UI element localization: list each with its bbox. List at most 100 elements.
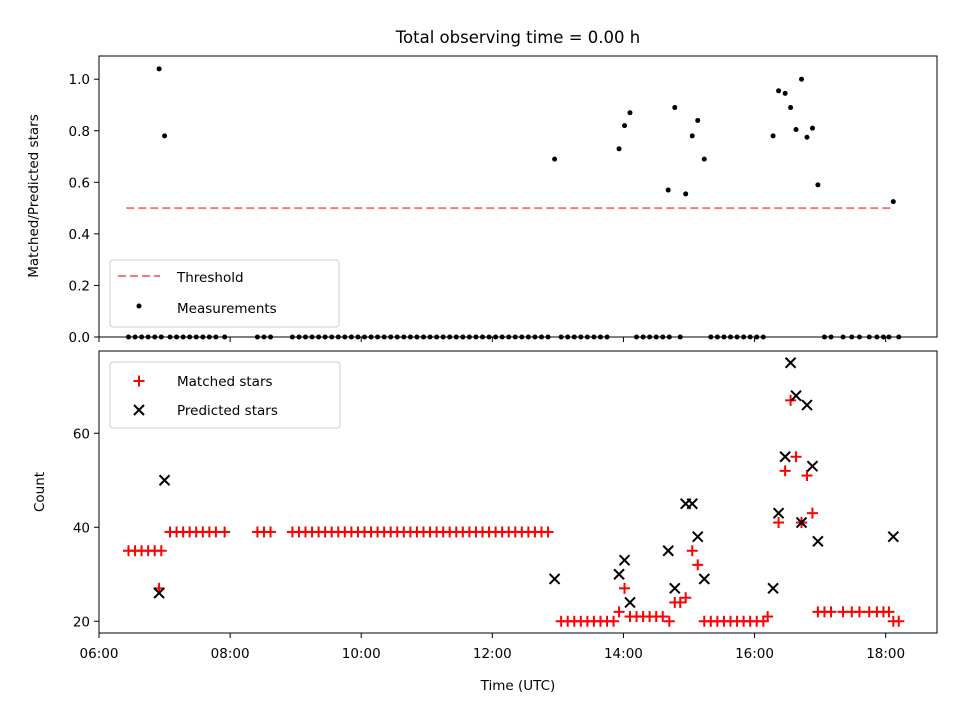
measurement-point (525, 334, 531, 340)
measurement-point (434, 334, 440, 340)
measurement-point (355, 334, 361, 340)
top-legend: Threshold Measurements (109, 259, 340, 328)
measurement-point (799, 76, 805, 82)
measurement-point (584, 334, 590, 340)
x-tick-label: 08:00 (211, 646, 250, 662)
predicted-star-point (692, 530, 704, 543)
bottom-legend: Matched stars Predicted stars (109, 361, 341, 429)
measurement-point (125, 334, 131, 340)
measurement-point (316, 334, 322, 340)
measurement-point (512, 334, 518, 340)
measurement-point (734, 334, 740, 340)
measurement-point (174, 334, 180, 340)
matched-star-point (619, 582, 631, 594)
matched-star-point (883, 606, 895, 618)
measurement-point (672, 105, 678, 111)
measurement-points (125, 66, 902, 340)
measurement-point (591, 334, 597, 340)
measurement-point (747, 334, 753, 340)
x-tick-label: 16:00 (735, 646, 774, 662)
measurement-point (466, 334, 472, 340)
predicted-star-point (801, 399, 813, 411)
measurement-point (453, 334, 459, 340)
measurement-point (604, 334, 610, 340)
matched-star-point (790, 451, 802, 463)
x-tick-label: 14:00 (604, 646, 643, 662)
bottom-y-ticks: 20 40 60 (73, 426, 99, 630)
measurement-point (348, 334, 354, 340)
bottom-y-tick-label: 60 (73, 426, 90, 442)
measurement-point (849, 334, 855, 340)
measurement-point (268, 334, 274, 340)
top-y-ticks: 0.0 0.2 0.4 0.6 0.8 1.0 (69, 72, 99, 346)
measurement-point (213, 334, 219, 340)
matched-star-point (853, 606, 865, 618)
measurement-point (479, 334, 485, 340)
measurement-point (689, 133, 695, 139)
measurement-point (565, 334, 571, 340)
measurement-point (714, 334, 720, 340)
measurement-point (665, 187, 671, 193)
predicted-star-point (806, 460, 819, 472)
matched-star-point (779, 465, 791, 477)
measurement-point (856, 334, 862, 340)
matched-stars-points (122, 394, 905, 627)
matched-star-point (825, 606, 837, 618)
measurement-point (152, 334, 158, 340)
matched-star-point (608, 615, 620, 627)
measurement-point (342, 334, 348, 340)
top-y-tick-label: 1.0 (69, 72, 90, 88)
x-axis-label: Time (UTC) (480, 678, 556, 694)
predicted-star-point (698, 573, 710, 585)
measurement-point (388, 334, 394, 340)
predicted-star-point (790, 389, 802, 402)
bottom-y-tick-label: 20 (73, 614, 90, 630)
predicted-star-point (772, 507, 785, 519)
matched-star-point (219, 526, 231, 538)
measurement-point (886, 334, 892, 340)
measurement-point (647, 334, 653, 340)
top-y-axis-label: Matched/Predicted stars (26, 114, 42, 277)
measurement-point (158, 334, 164, 340)
x-tick-label: 10:00 (342, 646, 381, 662)
chart-title: Total observing time = 0.00 h (395, 28, 640, 47)
measurement-point (394, 334, 400, 340)
top-axes: 0.0 0.2 0.4 0.6 0.8 1.0 Matched/Predicted sta… (26, 55, 938, 346)
measurement-point (296, 334, 302, 340)
matched-star-point (893, 615, 905, 627)
predicted-stars-points (153, 357, 900, 609)
matched-star-point (686, 545, 698, 557)
measurement-point (361, 334, 367, 340)
legend-matched-label: Matched stars (177, 374, 273, 390)
matched-star-point (155, 545, 167, 557)
matched-star-point (692, 559, 704, 571)
matched-star-point (773, 517, 785, 529)
measurement-point (132, 334, 138, 340)
measurement-point (538, 334, 544, 340)
measurement-point (880, 334, 886, 340)
measurement-point (760, 334, 766, 340)
measurement-point (701, 156, 707, 162)
measurement-point (506, 334, 512, 340)
predicted-star-point (767, 582, 779, 595)
predicted-star-point (887, 530, 900, 543)
measurement-point (447, 334, 453, 340)
legend-matched-swatch (133, 375, 145, 387)
predicted-star-point (686, 498, 698, 510)
measurement-point (634, 334, 640, 340)
measurement-point (597, 334, 603, 340)
measurement-point (666, 334, 672, 340)
measurement-point (309, 334, 315, 340)
measurement-point (741, 334, 747, 340)
measurement-point (754, 334, 760, 340)
measurement-point (890, 199, 896, 205)
measurement-point (401, 334, 407, 340)
measurement-point (493, 334, 499, 340)
measurement-point (499, 334, 505, 340)
legend-predicted-label: Predicted stars (177, 403, 278, 419)
measurement-point (695, 117, 701, 123)
measurement-point (222, 334, 228, 340)
measurement-point (552, 156, 558, 162)
measurement-point (187, 334, 193, 340)
bottom-x-ticks: 06:00 08:00 10:00 12:00 14:00 16:00 18:00 (80, 633, 905, 662)
